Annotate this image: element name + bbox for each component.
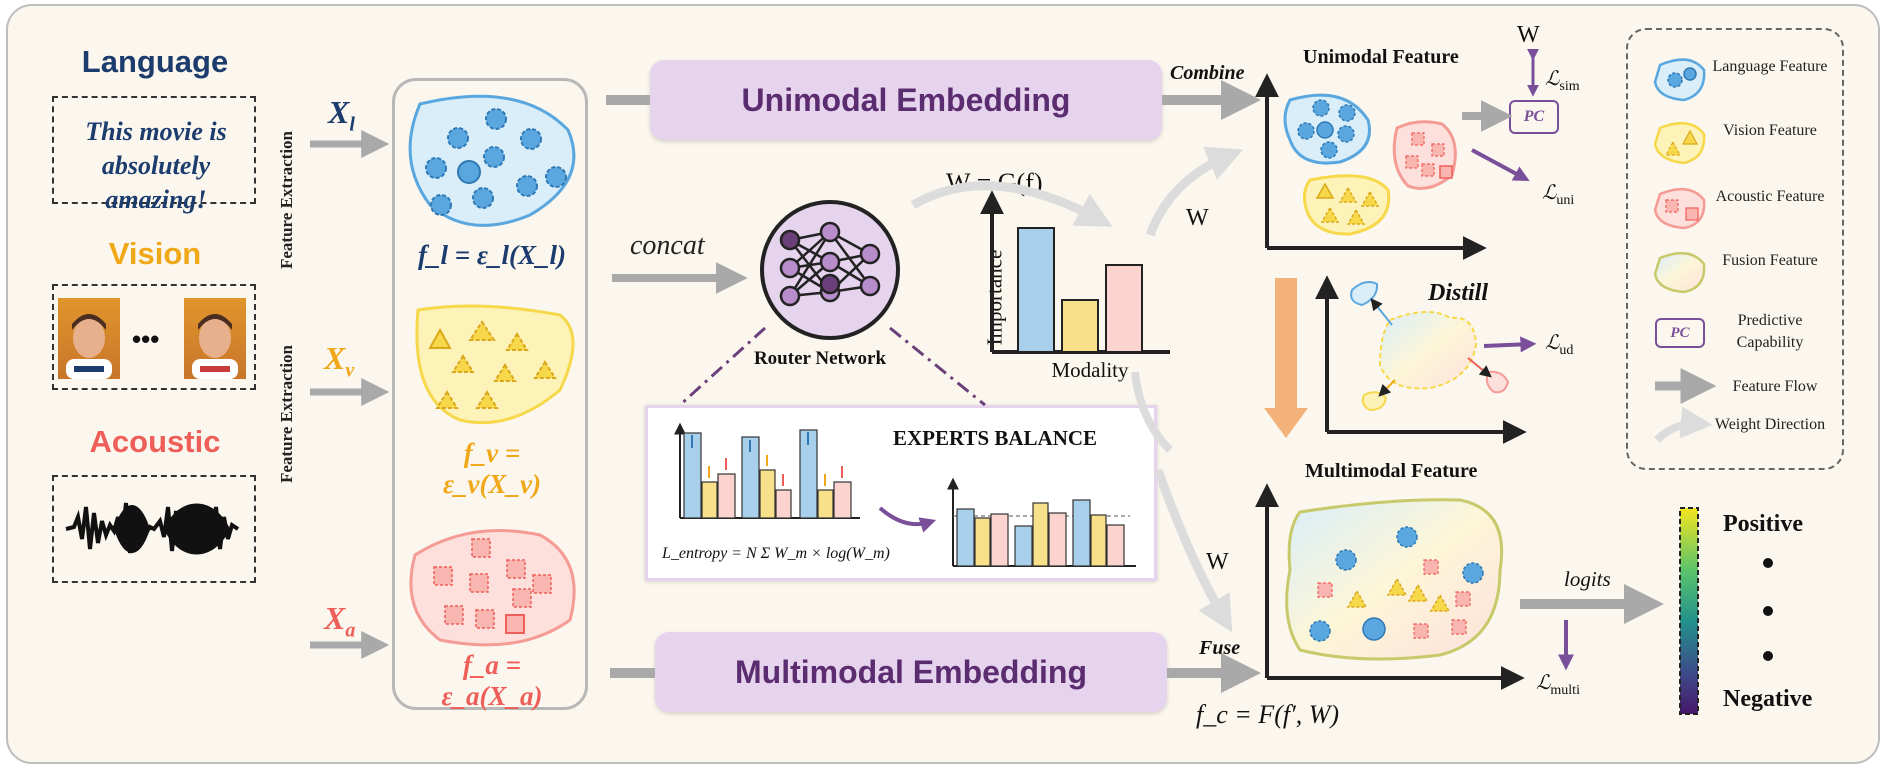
embedding-arrows bbox=[606, 80, 1261, 693]
router-network-label: Router Network bbox=[753, 348, 887, 369]
vision-input-box: ••• bbox=[52, 284, 256, 390]
language-input-box: This movie is absolutely amazing! bbox=[52, 96, 256, 214]
multimodal-feature-plot bbox=[1255, 483, 1525, 690]
experts-before-chart bbox=[674, 422, 860, 519]
experts-balance-title: EXPERTS BALANCE bbox=[893, 426, 1098, 450]
balance-arrow bbox=[878, 506, 937, 533]
acoustic-title: Acoustic bbox=[89, 424, 221, 459]
uni-loss-arrow bbox=[1471, 148, 1530, 182]
language-encoder-formula: f_l = ε_l(X_l) bbox=[418, 240, 566, 270]
legend-flow-text: Feature Flow bbox=[1732, 378, 1818, 395]
scale-positive-label: Positive bbox=[1723, 511, 1803, 537]
router-dashdot-right bbox=[889, 326, 986, 407]
vision-encoder-formula: f_v = ε_v(X_v) bbox=[442, 438, 542, 499]
unimodal-embedding-box: Unimodal Embedding bbox=[650, 60, 1162, 140]
ellipsis-dots: ••• bbox=[132, 324, 159, 354]
loss-multi: ℒmulti bbox=[1536, 672, 1580, 698]
legend-pc-text: Predictive Capability bbox=[1736, 312, 1804, 351]
legend-box bbox=[1626, 28, 1844, 470]
legend-fusion-text: Fusion Feature bbox=[1722, 252, 1818, 269]
legend-icons bbox=[1653, 58, 1717, 443]
w-label-lower: W bbox=[1206, 549, 1229, 575]
language-sentence: This movie is absolutely amazing! bbox=[85, 117, 227, 214]
loss-sim: ℒsim bbox=[1545, 68, 1580, 94]
concat-label: concat bbox=[630, 230, 705, 261]
multimodal-embedding-box: Multimodal Embedding bbox=[655, 632, 1167, 712]
importance-bar-language bbox=[1017, 227, 1055, 353]
vision-title: Vision bbox=[108, 236, 202, 271]
vision-feature-blob bbox=[415, 304, 575, 425]
distill-label: Distill bbox=[1428, 280, 1489, 306]
importance-bar-vision bbox=[1061, 299, 1099, 353]
legend-pc-icon: PC bbox=[1655, 318, 1705, 348]
router-dashdot-left bbox=[678, 326, 767, 407]
legend-acoustic-text: Acoustic Feature bbox=[1715, 188, 1825, 205]
legend-weight-text: Weight Direction bbox=[1714, 416, 1826, 433]
importance-xlabel: Modality bbox=[1051, 358, 1129, 382]
multimodal-feature-title: Multimodal Feature bbox=[1305, 460, 1478, 482]
loss-uni: ℒuni bbox=[1542, 182, 1575, 208]
loss-ud: ℒud bbox=[1545, 332, 1574, 358]
input-arrows bbox=[310, 130, 390, 659]
input-x-language: Xl bbox=[328, 94, 355, 136]
waveform-icon bbox=[65, 502, 240, 555]
legend-vision-text: Vision Feature bbox=[1723, 122, 1817, 139]
entropy-loss-formula: L_entropy = N Σ W_m × log(W_m) bbox=[662, 545, 890, 562]
router-network-icon bbox=[760, 200, 900, 340]
ud-loss-arrow bbox=[1483, 336, 1537, 353]
distill-plot bbox=[1315, 275, 1527, 444]
importance-chart bbox=[980, 190, 1170, 354]
scale-negative-label: Negative bbox=[1723, 686, 1813, 712]
sentiment-scale bbox=[1679, 507, 1773, 715]
acoustic-feature-blob bbox=[409, 529, 576, 647]
input-x-acoustic: Xa bbox=[324, 600, 356, 642]
combine-label: Combine bbox=[1170, 62, 1245, 84]
fusion-formula: f_c = F(f′, W) bbox=[1196, 700, 1340, 729]
experts-after-chart bbox=[947, 477, 1136, 567]
language-feature-blob bbox=[408, 94, 576, 227]
w-label-upper: W bbox=[1186, 205, 1209, 231]
distill-arrow bbox=[1264, 278, 1308, 438]
video-frame-first bbox=[58, 298, 120, 379]
acoustic-encoder-formula: f_a = ε_a(X_a) bbox=[441, 650, 543, 711]
logits-label: logits bbox=[1564, 567, 1611, 591]
unimodal-feature-plot bbox=[1255, 73, 1487, 260]
legend-language-text: Language Feature bbox=[1712, 58, 1828, 75]
video-frame-last bbox=[184, 298, 246, 379]
weight-direction-arrows bbox=[910, 146, 1244, 633]
video-frames: ••• bbox=[58, 298, 246, 379]
w-label-sim: W bbox=[1517, 22, 1540, 48]
pc-box-label: PC bbox=[1523, 108, 1545, 125]
importance-bar-acoustic bbox=[1105, 264, 1143, 353]
language-title: Language bbox=[81, 44, 229, 79]
unimodal-feature-title: Unimodal Feature bbox=[1303, 46, 1459, 68]
input-x-vision: Xv bbox=[324, 340, 355, 382]
acoustic-input-box bbox=[52, 475, 256, 583]
